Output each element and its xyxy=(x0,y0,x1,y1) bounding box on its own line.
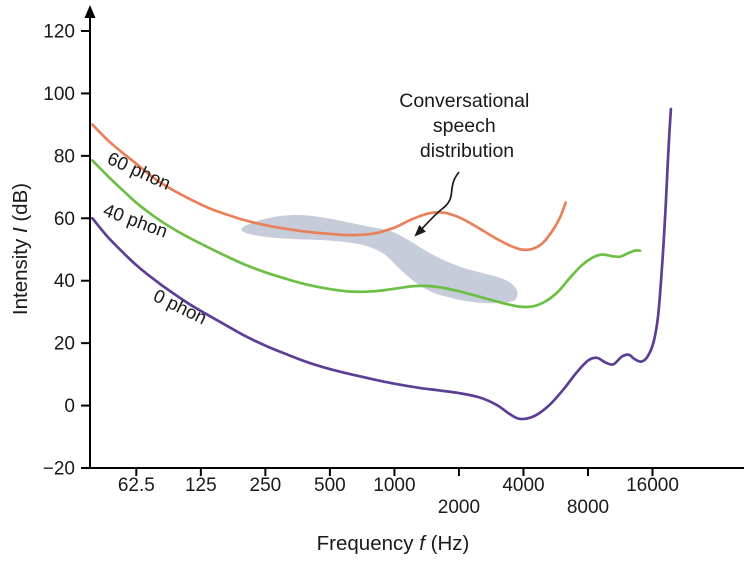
curve-label-0-phon: 0 phon xyxy=(150,285,210,329)
x-tick-label: 250 xyxy=(250,475,282,496)
y-tick-label: 40 xyxy=(54,271,75,292)
y-tick-label: 60 xyxy=(54,209,75,230)
speech-region-group xyxy=(241,215,518,304)
x-tick-label: 500 xyxy=(314,475,346,496)
annotation-text: Conversational speech distribution xyxy=(399,90,535,162)
annotation-line-3: distribution xyxy=(420,140,514,162)
x-axis-title-suffix: (Hz) xyxy=(425,532,469,555)
x-tick-label: 2000 xyxy=(438,497,480,518)
x-tick-label: 62.5 xyxy=(118,475,155,496)
curve-60-phon xyxy=(91,123,568,252)
y-axis-title-suffix: (dB) xyxy=(9,183,32,227)
annotation-line-1: Conversational xyxy=(399,90,529,112)
y-axis-title: Intensity I (dB) xyxy=(9,183,32,315)
y-axis-title-symbol: I xyxy=(9,227,32,233)
x-tick-label: 4000 xyxy=(502,475,544,496)
annotation-group: Conversational speech distribution xyxy=(399,90,535,237)
x-axis-title-symbol: f xyxy=(419,532,427,555)
y-axis-title-prefix: Intensity xyxy=(9,233,32,315)
x-axis-title: Frequency f (Hz) xyxy=(317,532,470,555)
annotation-arrow xyxy=(414,171,460,237)
curve-label-40-phon: 40 phon xyxy=(101,199,171,242)
x-tick-label: 16000 xyxy=(626,475,679,496)
curve-label-60-phon: 60 phon xyxy=(104,147,174,193)
curves-group xyxy=(91,107,673,421)
annotation-line-2: speech xyxy=(433,115,496,137)
y-tick-label: 100 xyxy=(43,84,75,105)
y-tick-label: −20 xyxy=(43,459,75,480)
y-tick-label: 20 xyxy=(54,334,75,355)
curve-0-phon xyxy=(91,107,673,421)
y-tick-label: 120 xyxy=(43,22,75,43)
x-tick-label: 125 xyxy=(185,475,217,496)
y-axis-arrowhead-icon xyxy=(84,5,96,18)
curve-labels-group: 60 phon 40 phon 0 phon xyxy=(101,147,211,328)
speech-distribution-region xyxy=(241,215,518,304)
axes-group: 120 100 80 60 40 20 0 −20 62.5 125 250 500 1000 2000 4… xyxy=(43,5,744,518)
curve-40-phon xyxy=(91,159,642,309)
y-tick-label: 0 xyxy=(64,396,75,417)
x-axis-title-prefix: Frequency xyxy=(317,532,420,555)
x-tick-label: 1000 xyxy=(373,475,415,496)
x-tick-label: 8000 xyxy=(567,497,609,518)
y-tick-label: 80 xyxy=(54,146,75,167)
